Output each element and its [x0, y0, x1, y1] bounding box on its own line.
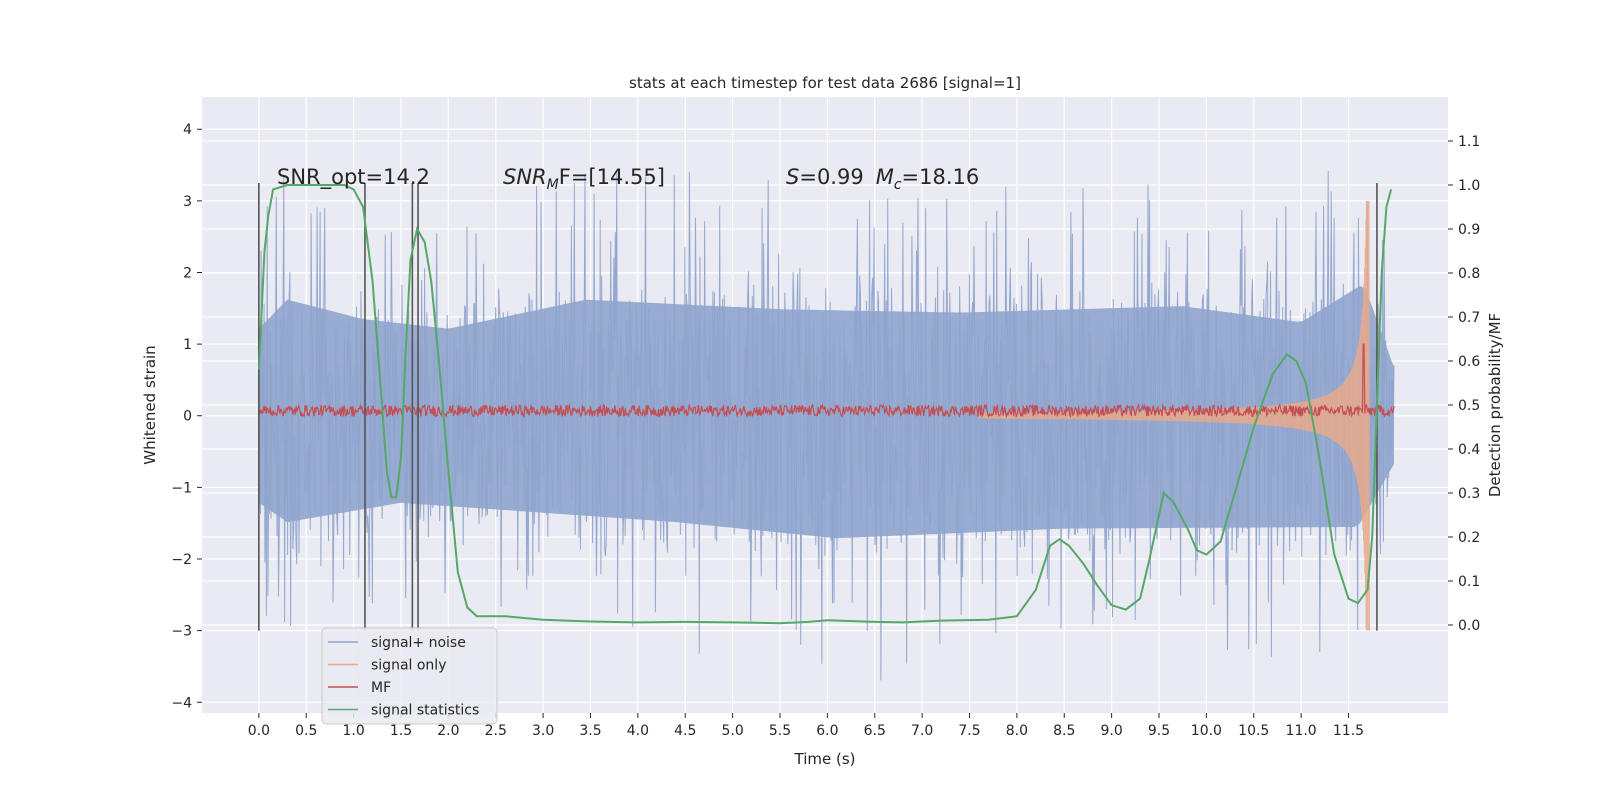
x-tick-label: 8.0	[1006, 723, 1028, 739]
chirp-trace	[978, 200, 1370, 631]
x-tick-label: 2.0	[437, 723, 459, 739]
mf-trace	[258, 343, 1395, 419]
y2-tick-label: 0.4	[1458, 442, 1480, 458]
x-tick-label: 3.0	[532, 723, 554, 739]
y-tick-label: −4	[171, 695, 192, 711]
y2-tick-label: 0.3	[1458, 486, 1480, 502]
y-tick-label: 3	[183, 194, 192, 210]
y2-tick-label: 0.8	[1458, 266, 1480, 282]
y-tick-label: 2	[183, 265, 192, 281]
x-tick-label: 5.0	[721, 723, 743, 739]
snr-mf-sub: M	[547, 177, 559, 193]
x-tick-label: 10.5	[1238, 723, 1269, 739]
legend-label: signal statistics	[371, 703, 479, 719]
legend-box	[321, 627, 498, 725]
x-tick-label: 0.5	[295, 723, 317, 739]
x-tick-label: 1.0	[342, 723, 364, 739]
mc-symbol: M	[876, 165, 894, 189]
y2-tick-label: 0.6	[1458, 354, 1480, 370]
x-tick-label: 7.5	[958, 723, 980, 739]
annotation-s-mc: S=0.99 Mc=18.16	[786, 165, 979, 193]
vertical-markers	[258, 182, 1378, 631]
x-tick-label: 6.5	[864, 723, 886, 739]
y2-axis-title: Detection probability/MF	[1486, 313, 1504, 497]
series-signal-statistics	[257, 184, 1393, 625]
y2-tick-label: 0.2	[1458, 530, 1480, 546]
y-axis-title: Whitened strain	[141, 345, 159, 464]
y2-axis-ticks: 0.0 0.1 0.2 0.3 0.4 0.5 0.6 0.7 0.8 0.9 1.0 1.1	[1448, 134, 1480, 634]
x-axis-title: Time (s)	[794, 750, 856, 768]
y2-tick-label: 1.1	[1458, 134, 1480, 150]
legend-label: signal+ noise	[371, 635, 466, 651]
y-axis-ticks: −4 −3 −2 −1 0 1 2 3 4	[171, 122, 202, 711]
x-tick-label: 9.0	[1100, 723, 1122, 739]
chart-title: stats at each timestep for test data 268…	[629, 74, 1021, 92]
y2-tick-label: 0.1	[1458, 574, 1480, 590]
snr-mf-base: SNR	[503, 165, 547, 189]
x-tick-label: 4.5	[674, 723, 696, 739]
y2-tick-label: 1.0	[1458, 178, 1480, 194]
snr-mf-tail: F=[14.55]	[559, 165, 665, 189]
x-tick-label: 0.0	[248, 723, 270, 739]
legend: signal+ noise signal only MF signal statist…	[321, 627, 498, 725]
s-symbol: S	[786, 165, 799, 189]
legend-label: MF	[371, 680, 391, 696]
y-tick-label: 1	[183, 337, 192, 353]
x-tick-label: 6.0	[816, 723, 838, 739]
annotation-snr-opt: SNR_opt=14.2	[277, 165, 430, 190]
y-tick-label: 0	[183, 409, 192, 425]
x-tick-label: 5.5	[769, 723, 791, 739]
annotation-snr-mf: SNRMF=[14.55]	[503, 165, 665, 193]
x-tick-label: 10.0	[1191, 723, 1222, 739]
y-tick-label: 4	[183, 122, 192, 138]
y2-tick-label: 0.0	[1458, 618, 1480, 634]
x-tick-label: 11.0	[1286, 723, 1317, 739]
legend-label: signal only	[371, 658, 446, 674]
x-tick-label: 1.5	[390, 723, 412, 739]
x-tick-label: 2.5	[485, 723, 507, 739]
mc-sub: c	[894, 177, 902, 193]
x-axis-ticks: 0.0 0.5 1.0 1.5 2.0 2.5 3.0 3.5 4.0 4.5 5.0 5.5 6.0 6…	[248, 713, 1364, 739]
series-signal-only	[978, 200, 1370, 631]
statistics-line	[257, 184, 1393, 625]
y2-tick-label: 0.7	[1458, 310, 1480, 326]
x-tick-label: 3.5	[579, 723, 601, 739]
x-tick-label: 4.0	[627, 723, 649, 739]
x-tick-label: 7.0	[911, 723, 933, 739]
y2-tick-label: 0.5	[1458, 398, 1480, 414]
series-mf	[258, 343, 1395, 419]
y-tick-label: −3	[171, 624, 192, 640]
y2-tick-label: 0.9	[1458, 222, 1480, 238]
x-tick-label: 9.5	[1148, 723, 1170, 739]
y-tick-label: −2	[171, 552, 192, 568]
x-tick-label: 11.5	[1333, 723, 1364, 739]
y-tick-label: −1	[171, 480, 192, 496]
x-tick-label: 8.5	[1053, 723, 1075, 739]
mc-value: =18.16	[902, 165, 980, 189]
s-value: =0.99	[799, 165, 863, 189]
